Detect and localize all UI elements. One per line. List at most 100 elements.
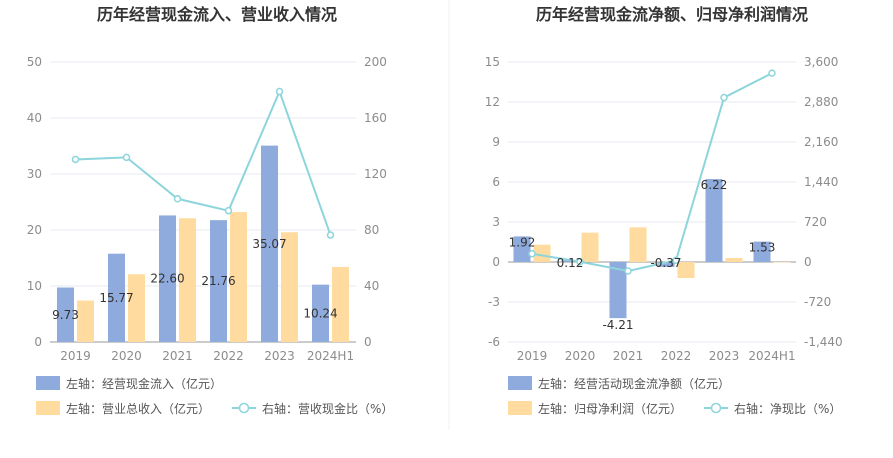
chart2-right-tick: -720 <box>804 295 831 309</box>
chart1-x-tick: 2023 <box>264 349 295 363</box>
chart1-bar-secondary <box>77 300 94 342</box>
chart1-data-label: 10.24 <box>303 306 337 320</box>
chart2-left-tick: 15 <box>485 55 500 69</box>
chart1-legend-marker <box>238 402 250 414</box>
chart2-bar-secondary <box>581 232 599 262</box>
chart1-line-point <box>275 87 284 96</box>
chart1-bar-primary <box>108 253 125 342</box>
chart1-bar-secondary <box>281 232 298 342</box>
chart1-left-tick: 40 <box>27 111 42 125</box>
chart2-bar-primary <box>657 262 675 267</box>
chart2-legend-marker <box>710 402 722 414</box>
chart1-data-label: 22.60 <box>150 272 184 286</box>
chart1-legend-swatch <box>36 401 60 415</box>
chart2-left-tick: -6 <box>488 335 500 349</box>
chart2-line-point <box>624 267 632 275</box>
chart1-right-tick: 120 <box>364 167 387 181</box>
chart2-line-point <box>528 250 536 258</box>
chart2-x-tick: 2022 <box>661 349 692 363</box>
chart1-line-point <box>326 231 335 239</box>
chart2-right-tick: 2,880 <box>804 95 838 109</box>
chart1-legend-swatch <box>36 376 60 390</box>
chart1-right-tick: 40 <box>364 279 379 293</box>
chart1-left-tick: 50 <box>27 55 42 69</box>
chart1-bar-secondary <box>179 218 196 342</box>
chart2-left-tick: 0 <box>492 255 500 269</box>
chart2-right-tick: 2,160 <box>804 135 838 149</box>
chart1-bar-primary <box>159 215 176 342</box>
chart2-bar-primary <box>753 241 771 262</box>
chart2-bar-secondary <box>629 227 647 262</box>
chart1-line-point <box>122 153 131 162</box>
chart2-bar-secondary <box>725 258 743 262</box>
chart1-left-tick: 0 <box>34 335 42 349</box>
chart1-x-tick: 2019 <box>60 349 91 363</box>
chart1-data-label: 35.07 <box>252 237 286 251</box>
chart1-bar-primary <box>261 145 278 342</box>
chart1-right-tick: 0 <box>364 335 372 349</box>
chart2-legend-label: 左轴：经营活动现金流净额（亿元） <box>538 376 730 391</box>
chart1-bar-primary <box>312 284 329 342</box>
chart2-bar-primary <box>609 262 627 319</box>
chart1-data-label: 21.76 <box>201 274 235 288</box>
chart2-line-point <box>576 257 584 266</box>
chart2-legend-swatch <box>508 376 532 390</box>
chart2-x-tick: 2020 <box>565 349 596 363</box>
chart1-title: 历年经营现金流入、营业收入情况 <box>97 5 337 24</box>
chart2-data-label: 1.53 <box>749 241 776 255</box>
chart2-right-tick: 720 <box>804 215 827 229</box>
chart1-line-point <box>173 195 182 203</box>
chart2-line-point <box>672 256 680 265</box>
chart1-line-series <box>75 88 332 236</box>
chart1-bar-secondary <box>128 274 145 342</box>
chart2-left-tick: 9 <box>492 135 500 149</box>
chart1-legend-label: 右轴：营收现金比（%） <box>262 401 393 416</box>
chart2-x-tick: 2021 <box>613 349 644 363</box>
chart2-x-tick: 2019 <box>517 349 548 363</box>
chart2-bar-secondary <box>677 262 695 278</box>
chart2-x-tick: 2023 <box>709 349 740 363</box>
chart2-left-tick: 12 <box>485 95 500 109</box>
chart2-title: 历年经营现金流净额、归母净利润情况 <box>536 5 808 24</box>
chart1-line-point <box>224 206 233 215</box>
chart2-data-label: 0.12 <box>557 256 584 270</box>
chart1-right-tick: 200 <box>364 55 387 69</box>
chart1-legend-label: 左轴：营业总收入（亿元） <box>66 401 210 416</box>
chart1-right-tick: 160 <box>364 111 387 125</box>
chart2-legend-swatch <box>508 401 532 415</box>
chart2-x-tick: 2024H1 <box>748 349 795 363</box>
chart1-left-tick: 30 <box>27 167 42 181</box>
chart1-x-tick: 2020 <box>111 349 142 363</box>
chart2-data-label: -4.21 <box>602 318 633 332</box>
chart2-line-point <box>768 69 776 77</box>
chart2-legend-label: 左轴：归母净利润（亿元） <box>538 401 682 416</box>
chart1-data-label: 15.77 <box>99 291 133 305</box>
chart1-bar-secondary <box>332 266 349 342</box>
chart2-bar-secondary <box>773 262 791 263</box>
chart1-bar-secondary <box>230 212 247 342</box>
chart2-left-tick: -3 <box>488 295 500 309</box>
chart2-data-label: -0.37 <box>650 256 681 270</box>
chart1-bar-primary <box>210 220 227 342</box>
chart2-left-tick: 6 <box>492 175 500 189</box>
chart2-line-point <box>720 93 728 102</box>
chart2-line-series <box>531 72 773 273</box>
chart2-bar-primary <box>513 236 531 262</box>
chart2-left-tick: 3 <box>492 215 500 229</box>
chart2-bar-secondary <box>533 244 551 262</box>
chart2-data-label: 1.92 <box>509 235 536 249</box>
chart1-legend-label: 左轴：经营现金流入（亿元） <box>66 376 222 391</box>
chart2-right-tick: 0 <box>804 255 812 269</box>
chart1-left-tick: 20 <box>27 223 42 237</box>
chart1-x-tick: 2024H1 <box>307 349 354 363</box>
chart1-x-tick: 2022 <box>213 349 244 363</box>
chart2-bar-primary <box>561 260 579 262</box>
chart1-right-tick: 80 <box>364 223 379 237</box>
chart2-legend-label: 右轴：净现比（%） <box>734 401 841 416</box>
chart1-x-tick: 2021 <box>162 349 193 363</box>
chart1-data-label: 9.73 <box>52 308 79 322</box>
chart2-bar-primary <box>705 179 723 262</box>
chart1-line-point <box>71 155 80 164</box>
